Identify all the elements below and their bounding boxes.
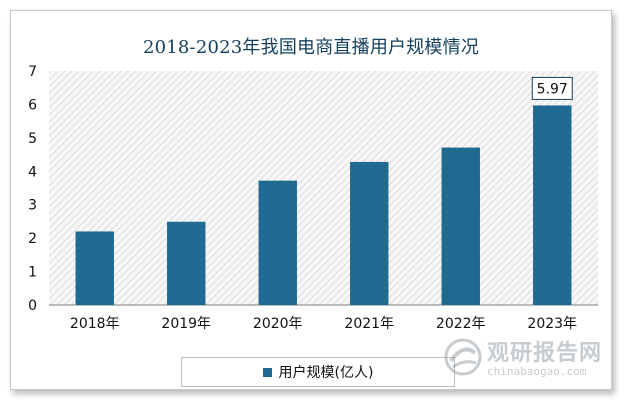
legend: 用户规模(亿人) — [181, 357, 455, 387]
x-tick-label: 2023年 — [527, 316, 577, 332]
bar — [441, 147, 480, 305]
y-tick-label: 0 — [28, 298, 37, 314]
legend-label: 用户规模(亿人) — [278, 365, 374, 381]
bars — [75, 105, 572, 305]
y-tick-label: 1 — [28, 265, 37, 281]
x-tick-label: 2022年 — [436, 316, 486, 332]
x-tick-label: 2018年 — [70, 316, 120, 332]
y-tick-label: 6 — [28, 97, 37, 113]
y-tick-label: 2 — [28, 231, 37, 247]
y-axis: 0 1 2 3 4 5 6 7 — [28, 64, 37, 314]
bar — [75, 231, 114, 305]
bar — [258, 180, 297, 305]
plot-area — [49, 71, 598, 305]
watermark-url: chinabaogao.com — [487, 365, 587, 378]
watermark: 观研报告网 chinabaogao.com — [443, 333, 619, 389]
bar — [533, 105, 572, 305]
bar — [167, 221, 206, 305]
y-tick-label: 4 — [28, 164, 37, 180]
watermark-logo-text: 观研报告网 — [487, 341, 603, 366]
bar — [350, 161, 389, 305]
x-axis: 2018年 2019年 2020年 2021年 2022年 2023年 — [49, 304, 598, 332]
legend-swatch — [262, 367, 272, 377]
data-label-box — [531, 76, 573, 100]
y-tick-label: 7 — [28, 64, 37, 80]
watermark-logo-icon — [444, 338, 482, 376]
chart-title: 2018-2023年我国电商直播用户规模情况 — [142, 37, 480, 58]
x-tick-label: 2019年 — [161, 316, 211, 332]
y-tick-label: 5 — [28, 131, 37, 147]
x-tick-label: 2020年 — [253, 316, 303, 332]
x-tick-label: 2021年 — [344, 316, 394, 332]
data-label-group: 5.97 — [531, 76, 573, 100]
data-label: 5.97 — [537, 81, 568, 97]
y-tick-label: 3 — [28, 198, 37, 214]
